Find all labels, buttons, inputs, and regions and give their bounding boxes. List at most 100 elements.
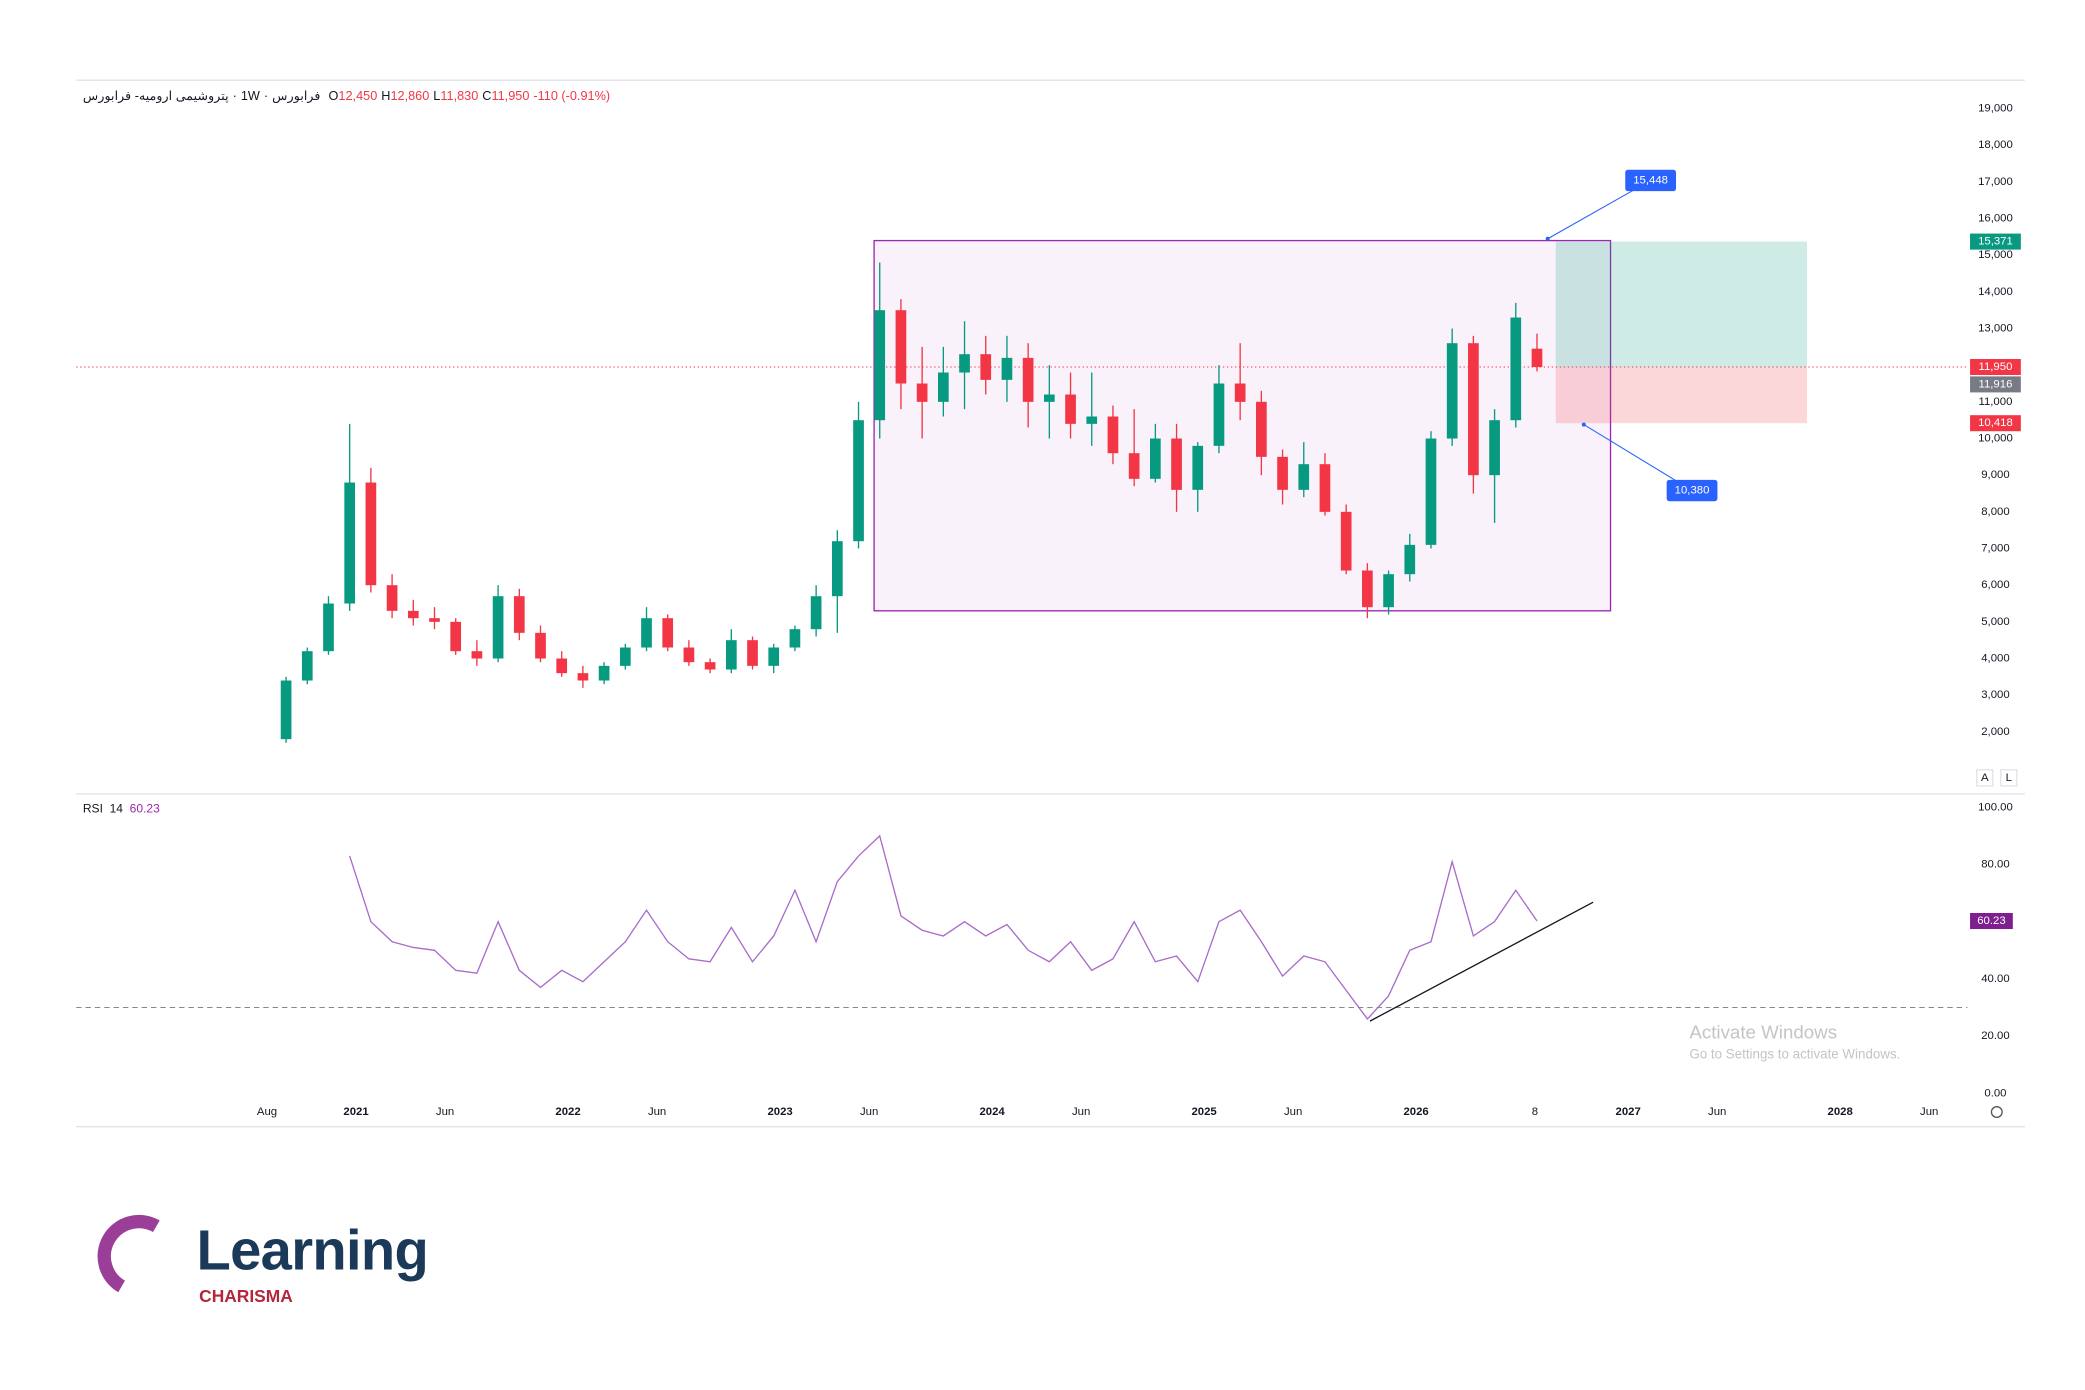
candle-body [853, 420, 864, 542]
y-tick-label: 5,000 [1981, 616, 2009, 628]
candle-body [916, 383, 928, 402]
ohlc-value: 12,450 [338, 89, 378, 105]
callout-line [1583, 424, 1693, 491]
x-tick-label: Jun [1708, 1106, 1726, 1118]
x-tick-label: 2022 [555, 1106, 580, 1118]
candle-body [386, 585, 398, 611]
candle-body [619, 647, 631, 666]
candle-body [959, 354, 970, 373]
price-tag-label: 11,950 [1978, 361, 2012, 373]
y-tick-label: 19,000 [1978, 103, 2013, 115]
y-tick-label: 40.00 [1981, 973, 2009, 985]
scale-button[interactable] [1976, 769, 1994, 787]
callout-anchor [1545, 236, 1550, 241]
candle-body [1065, 394, 1076, 424]
candle-body [407, 610, 419, 619]
x-tick-label: 2024 [979, 1106, 1005, 1118]
candle-body [535, 632, 546, 659]
candle-body [1404, 544, 1416, 575]
y-tick-label: 80.00 [1981, 858, 2009, 870]
candle-body [513, 596, 525, 633]
y-tick-label: 7,000 [1981, 543, 2009, 555]
y-tick-label: 11,000 [1978, 396, 2012, 408]
candle-body [1107, 416, 1119, 454]
range-box [873, 239, 1612, 612]
x-tick-label: Jun [1920, 1106, 1938, 1118]
y-tick-label: 14,000 [1978, 286, 2013, 298]
candle-body [556, 658, 568, 674]
scale-button[interactable] [2000, 769, 2018, 787]
candle-body [1383, 574, 1394, 608]
ohlc-key: O [328, 89, 339, 105]
y-tick-label: 17,000 [1978, 176, 2013, 188]
x-tick-label: 2023 [767, 1106, 792, 1118]
exchange: فرابورس [272, 89, 321, 105]
candle-body [1277, 456, 1288, 490]
price-tag [1970, 415, 2021, 432]
candle-body [1468, 343, 1479, 476]
scale-button-label[interactable]: L [2006, 772, 2012, 784]
candle-body [1319, 464, 1331, 512]
ohlc-value: 11,830 [440, 89, 479, 105]
x-tick-label: 2021 [343, 1106, 368, 1118]
candle-body [280, 680, 292, 740]
position-stop [1555, 367, 1807, 424]
y-tick-label: 10,000 [1978, 433, 2013, 445]
settings-icon[interactable] [1990, 1105, 2003, 1119]
candle-body [662, 618, 674, 648]
candle-body [471, 651, 483, 659]
candle-body [1086, 416, 1098, 424]
candle-body [641, 618, 652, 648]
x-tick-label: 8 [1532, 1106, 1538, 1118]
main-layer: 2,000 3,000 4,000 5,000 6,000 7,000 8,000 9,000… [76, 103, 2021, 1118]
price-tag [1970, 359, 2021, 376]
x-tick-label: Jun [436, 1106, 454, 1118]
y-tick-label: 100.00 [1978, 801, 2013, 813]
callout-box [1666, 479, 1718, 502]
ohlc-value: 11,950 [491, 89, 530, 105]
candle-body [1213, 383, 1225, 446]
price-tag [1970, 233, 2021, 250]
y-tick-label: 4,000 [1981, 653, 2009, 665]
rsi-value-tag [1970, 912, 2013, 930]
x-tick-label: Jun [1072, 1106, 1090, 1118]
candle-body [895, 310, 907, 384]
x-tick-label: 2026 [1403, 1106, 1428, 1118]
callout-anchor [1581, 422, 1586, 427]
y-tick-label: 13,000 [1978, 323, 2013, 335]
candle-body [1171, 438, 1182, 490]
candle-body [1362, 570, 1373, 608]
watermark: Activate Windows Go to Settings to activ… [1689, 1021, 1900, 1062]
ohlc-value: 12,860 [390, 89, 430, 105]
y-tick-label: 18,000 [1978, 139, 2013, 151]
candle-body [1001, 357, 1013, 380]
price-tag-label: 11,916 [1978, 378, 2012, 390]
candle-body [323, 603, 334, 652]
candle-body [1531, 348, 1543, 368]
candle-body [1150, 438, 1161, 479]
price-tag-label: 10,418 [1978, 417, 2013, 429]
candle-body [1510, 317, 1522, 421]
ohlc-key: H [381, 89, 391, 105]
rsi-value-label: 60.23 [1977, 915, 2005, 927]
x-tick-label: Jun [648, 1106, 666, 1118]
candle-body [1192, 445, 1204, 490]
rsi-line [349, 834, 1538, 1021]
candle-body [874, 310, 886, 421]
candle-body [704, 662, 716, 670]
x-tick-label: Aug [257, 1106, 277, 1118]
candle-body [1298, 464, 1310, 490]
position-layer [76, 241, 1968, 424]
scale-button-label[interactable]: A [1981, 772, 1989, 784]
logo-mark [97, 1214, 160, 1293]
rsi-period: 14 [109, 801, 124, 816]
candle-body [598, 665, 610, 681]
position-target [1555, 241, 1807, 368]
x-tick-label: 2027 [1616, 1106, 1641, 1118]
x-tick-label: Jun [1284, 1106, 1302, 1118]
interval: 1W [240, 89, 260, 105]
watermark-title: Activate Windows [1689, 1021, 1838, 1043]
price-tag-label: 15,371 [1978, 236, 2013, 248]
